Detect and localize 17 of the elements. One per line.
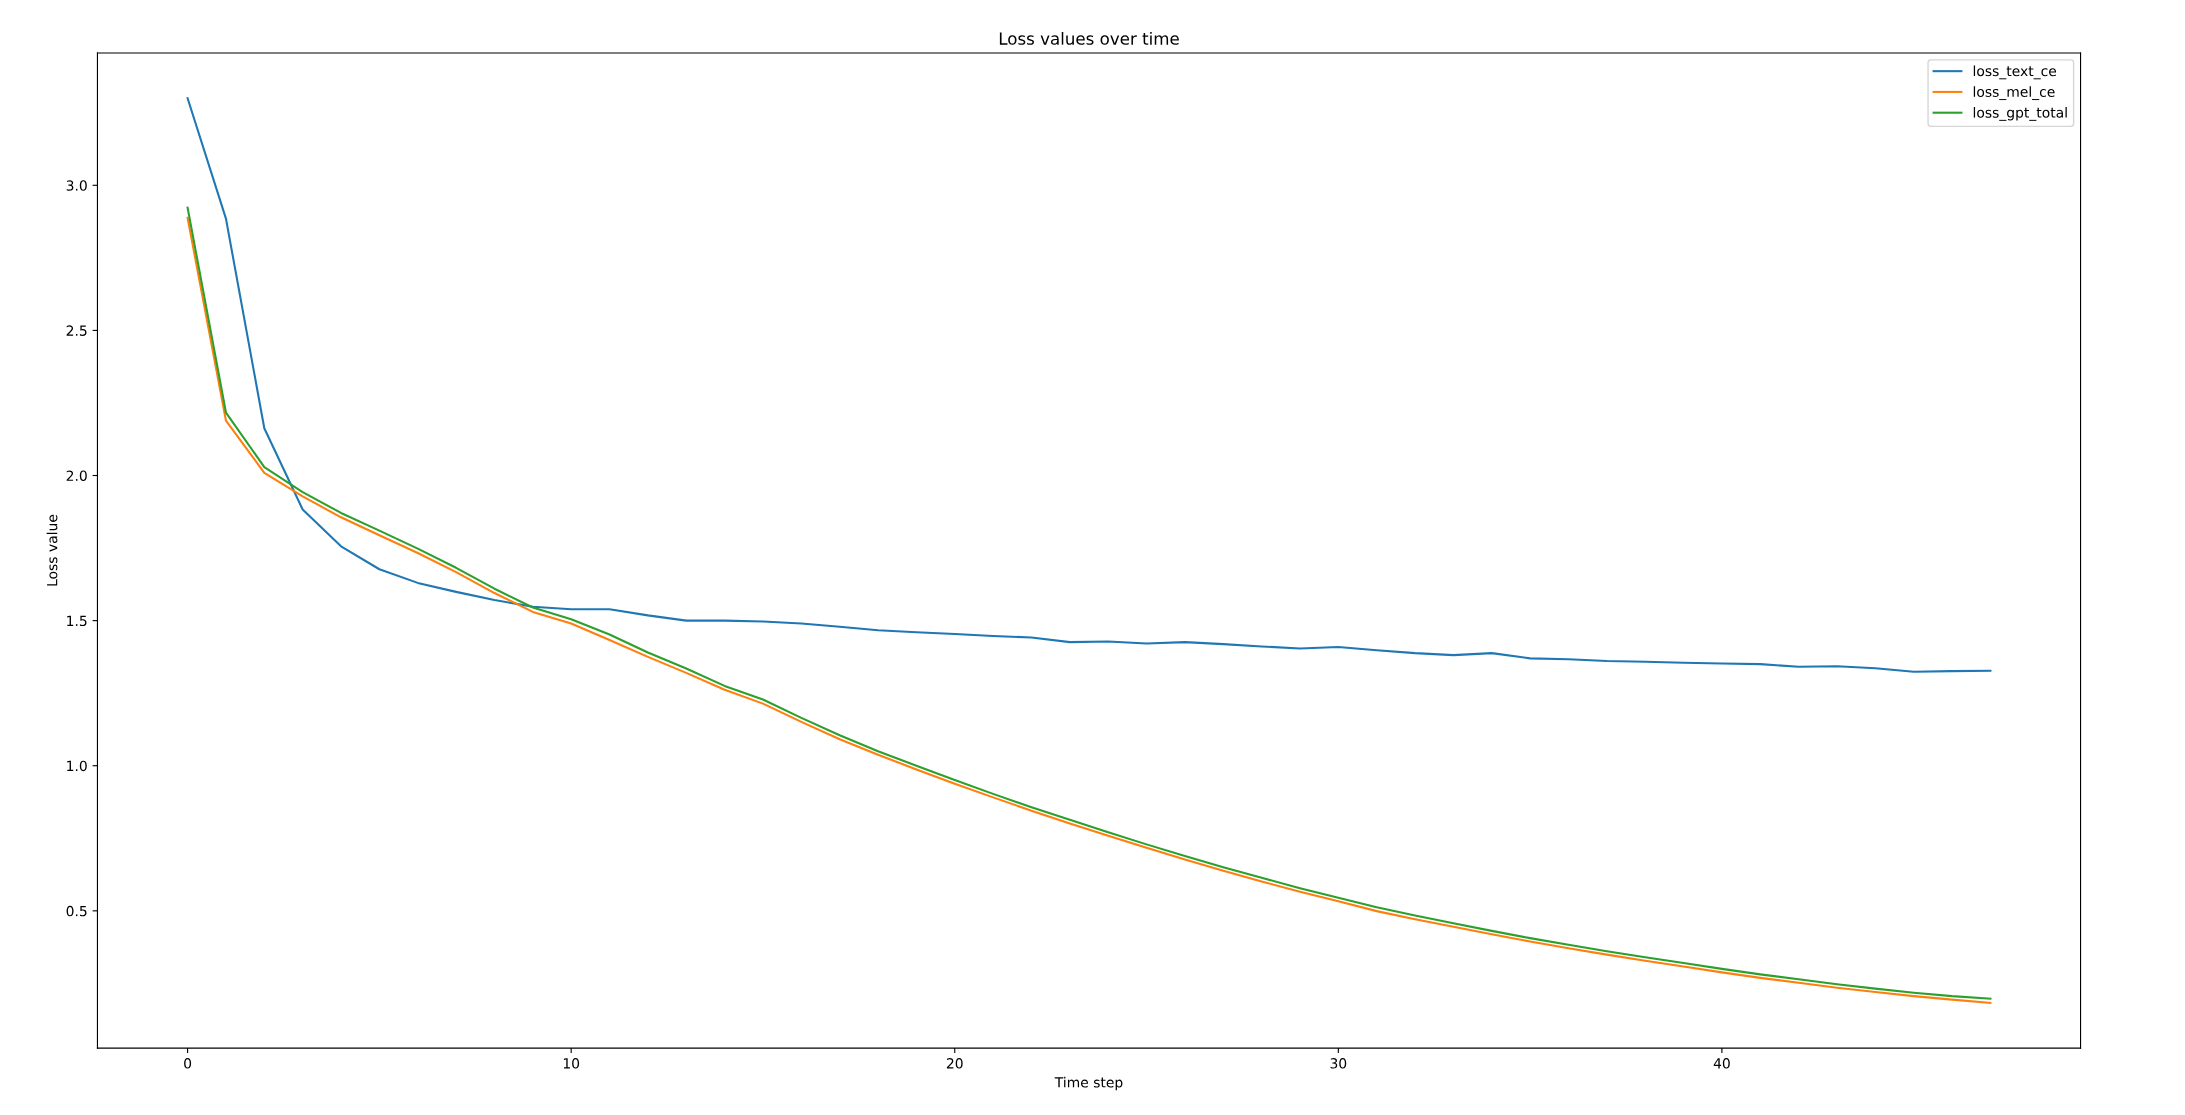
x-tick-label: 0 — [184, 1058, 192, 1069]
y-axis-title: Loss value — [46, 514, 58, 586]
y-tick-label: 1.0 — [67, 760, 87, 772]
x-tick-label: 20 — [946, 1058, 963, 1069]
y-tick-label: 1.5 — [67, 615, 87, 627]
x-tick-label: 30 — [1330, 1058, 1347, 1069]
x-tick-label: 10 — [563, 1058, 580, 1069]
y-tick-label: 3.0 — [66, 180, 87, 191]
chart-title: Loss values over time — [999, 31, 1179, 45]
legend-label: loss_mel_ce — [1973, 86, 2055, 101]
legend-label: loss_text_ce — [1973, 65, 2057, 80]
y-tick-label: 2.0 — [66, 470, 87, 481]
x-axis-title: Time step — [1054, 1076, 1123, 1091]
y-tick-label: 2.5 — [66, 325, 87, 336]
x-tick-label: 40 — [1713, 1058, 1730, 1069]
legend-label: loss_gpt_total — [1973, 107, 2067, 121]
y-tick-label: 0.5 — [66, 905, 87, 917]
